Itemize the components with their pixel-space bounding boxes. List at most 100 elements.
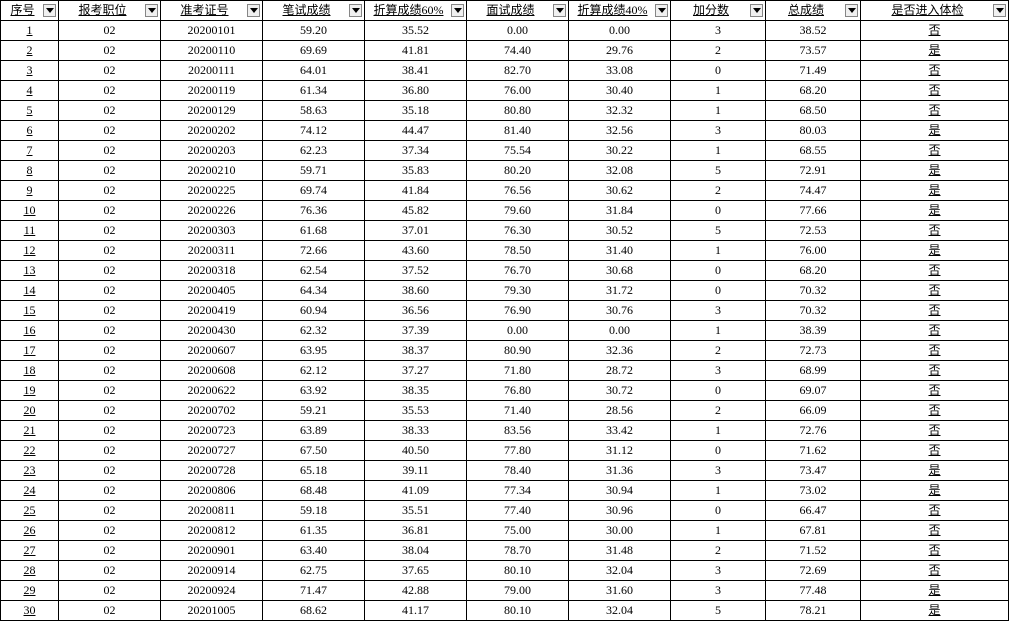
cell: 0.00 [467,321,569,341]
cell: 26 [1,521,59,541]
cell: 79.30 [467,281,569,301]
cell: 62.23 [263,141,365,161]
cell: 02 [59,581,161,601]
cell: 0 [671,501,766,521]
table-row: 2022020011069.6941.8174.4029.76273.57是 [1,41,1009,61]
cell: 02 [59,281,161,301]
filter-dropdown-icon[interactable] [750,4,763,17]
column-header-5[interactable]: 面试成绩 [467,1,569,21]
cell: 是 [861,201,1009,221]
cell: 02 [59,341,161,361]
table-header: 序号报考职位准考证号笔试成绩折算成绩60%面试成绩折算成绩40% 加分数 总成绩是否… [1,1,1009,21]
filter-dropdown-icon[interactable] [553,4,566,17]
cell: 30.40 [569,81,671,101]
cell: 6 [1,121,59,141]
cell: 64.34 [263,281,365,301]
table-row: 14022020040564.3438.6079.3031.72070.32否 [1,281,1009,301]
cell: 02 [59,441,161,461]
cell: 2 [1,41,59,61]
cell: 13 [1,261,59,281]
cell: 20200311 [161,241,263,261]
cell: 02 [59,541,161,561]
cell: 79.60 [467,201,569,221]
cell: 70.32 [766,281,861,301]
column-header-0[interactable]: 序号 [1,1,59,21]
filter-dropdown-icon[interactable] [655,4,668,17]
cell: 59.20 [263,21,365,41]
cell: 22 [1,441,59,461]
cell: 58.63 [263,101,365,121]
column-header-6[interactable]: 折算成绩40% [569,1,671,21]
filter-dropdown-icon[interactable] [145,4,158,17]
cell: 80.80 [467,101,569,121]
cell: 20200901 [161,541,263,561]
cell: 80.90 [467,341,569,361]
cell: 73.02 [766,481,861,501]
filter-dropdown-icon[interactable] [451,4,464,17]
table-row: 24022020080668.4841.0977.3430.94173.02是 [1,481,1009,501]
cell: 20200318 [161,261,263,281]
cell: 35.53 [365,401,467,421]
cell: 20200430 [161,321,263,341]
cell: 63.92 [263,381,365,401]
cell: 30.94 [569,481,671,501]
cell: 75.54 [467,141,569,161]
cell: 41.84 [365,181,467,201]
table-row: 5022020012958.6335.1880.8032.32168.50否 [1,101,1009,121]
cell: 41.17 [365,601,467,621]
cell: 59.21 [263,401,365,421]
cell: 75.00 [467,521,569,541]
column-header-9[interactable]: 是否进入体检 [861,1,1009,21]
cell: 31.84 [569,201,671,221]
cell: 32.32 [569,101,671,121]
cell: 0 [671,261,766,281]
cell: 20200806 [161,481,263,501]
column-header-2[interactable]: 准考证号 [161,1,263,21]
cell: 10 [1,201,59,221]
cell: 30.96 [569,501,671,521]
cell: 3 [671,581,766,601]
column-header-8[interactable]: 总成绩 [766,1,861,21]
cell: 20200405 [161,281,263,301]
cell: 0 [671,281,766,301]
cell: 81.40 [467,121,569,141]
column-label: 加分数 [693,1,743,20]
cell: 8 [1,161,59,181]
cell: 1 [671,521,766,541]
cell: 61.34 [263,81,365,101]
column-header-4[interactable]: 折算成绩60% [365,1,467,21]
cell: 20200210 [161,161,263,181]
cell: 36.56 [365,301,467,321]
cell: 76.80 [467,381,569,401]
column-header-7[interactable]: 加分数 [671,1,766,21]
cell: 3 [1,61,59,81]
cell: 71.47 [263,581,365,601]
cell: 63.95 [263,341,365,361]
cell: 35.18 [365,101,467,121]
cell: 02 [59,61,161,81]
cell: 64.01 [263,61,365,81]
cell: 20200202 [161,121,263,141]
cell: 78.21 [766,601,861,621]
cell: 02 [59,121,161,141]
cell: 80.10 [467,601,569,621]
filter-dropdown-icon[interactable] [845,4,858,17]
filter-dropdown-icon[interactable] [43,4,56,17]
cell: 38.04 [365,541,467,561]
column-header-3[interactable]: 笔试成绩 [263,1,365,21]
filter-dropdown-icon[interactable] [349,4,362,17]
cell: 61.68 [263,221,365,241]
cell: 30.52 [569,221,671,241]
filter-dropdown-icon[interactable] [993,4,1006,17]
column-header-1[interactable]: 报考职位 [59,1,161,21]
cell: 20200811 [161,501,263,521]
cell: 0 [671,441,766,461]
cell: 43.60 [365,241,467,261]
cell: 72.91 [766,161,861,181]
table-row: 17022020060763.9538.3780.9032.36272.73否 [1,341,1009,361]
cell: 2 [671,401,766,421]
cell: 4 [1,81,59,101]
table-row: 26022020081261.3536.8175.0030.00167.81否 [1,521,1009,541]
table-body: 1022020010159.2035.520.000.00338.52否2022… [1,21,1009,621]
filter-dropdown-icon[interactable] [247,4,260,17]
